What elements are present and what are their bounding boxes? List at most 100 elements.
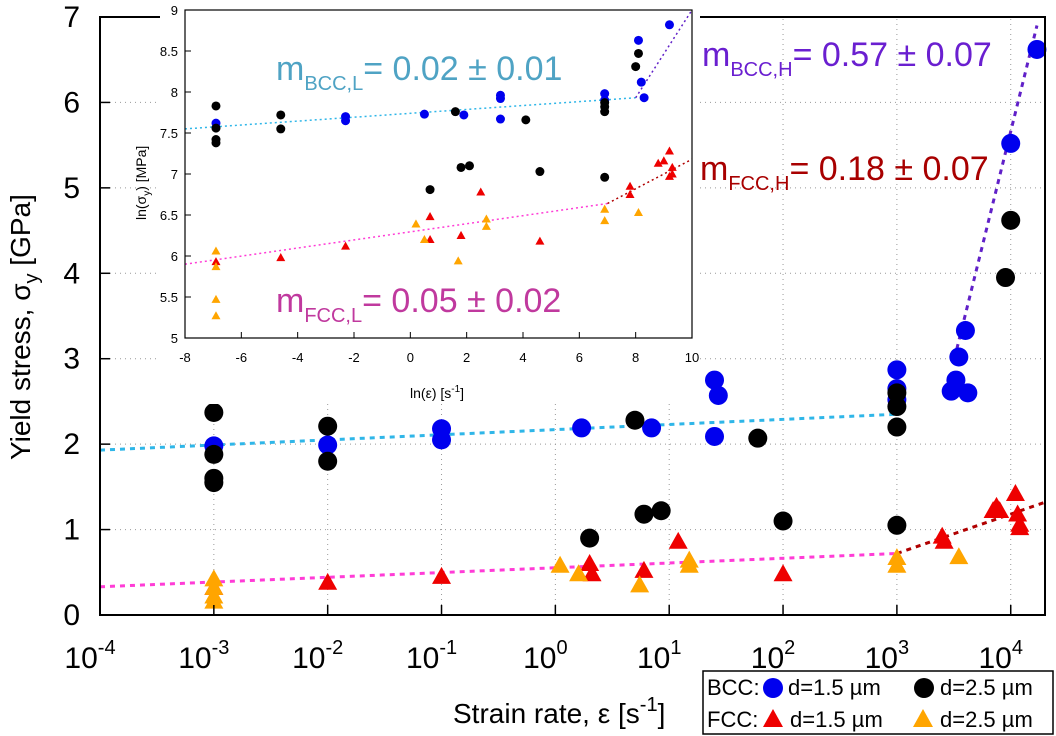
data-point	[204, 403, 224, 423]
data-point	[495, 94, 505, 104]
inset-y-tick-label: 7	[171, 167, 178, 182]
data-point	[318, 416, 338, 436]
main-x-tick-base: 10	[865, 642, 898, 675]
main-x-title-text: Strain rate,	[453, 698, 598, 729]
data-point	[318, 451, 338, 471]
inset-y-title-unit: ) [MPa]	[133, 146, 149, 191]
data-point	[453, 256, 463, 265]
inset-x-tick-label: 2	[463, 350, 470, 365]
data-point	[535, 167, 545, 177]
data-point	[625, 189, 635, 198]
main-x-tick-label: 10-1	[406, 637, 457, 675]
data-point	[887, 417, 907, 437]
inset-y-title-text: ln(σ	[133, 195, 149, 220]
legend-bcc-small-marker	[763, 678, 783, 698]
data-point	[476, 187, 486, 196]
data-point	[450, 107, 460, 117]
data-point	[705, 426, 725, 446]
data-point	[773, 511, 793, 531]
data-point	[748, 428, 768, 448]
data-point	[204, 444, 224, 464]
data-point	[664, 171, 674, 180]
data-point	[887, 548, 907, 566]
main-x-tick-label: 10-4	[64, 637, 115, 675]
data-point	[481, 214, 491, 223]
annotation-bcc-high: mBCC,H= 0.57 ± 0.07	[702, 36, 992, 81]
data-point	[653, 158, 663, 167]
annotation-bcc-low: mBCC,L= 0.02 ± 0.01	[276, 50, 562, 95]
data-point	[625, 410, 645, 430]
data-point	[642, 418, 662, 438]
data-point	[634, 560, 654, 578]
data-point	[996, 268, 1016, 288]
main-x-tick-base: 10	[178, 642, 211, 675]
main-x-tick-label: 104	[978, 637, 1023, 675]
main-x-title-exp: -1	[640, 694, 658, 716]
fit-line	[635, 9, 693, 99]
main-x-tick-exp: 3	[898, 637, 909, 659]
data-point	[887, 360, 907, 380]
inset-x-tick-label: -6	[236, 350, 248, 365]
data-point	[990, 501, 1010, 519]
data-point	[318, 435, 338, 455]
inset-x-title-exp: -1	[451, 384, 460, 395]
data-point	[211, 246, 221, 255]
data-point	[1027, 39, 1047, 59]
data-point	[773, 564, 793, 582]
data-point	[211, 101, 221, 111]
data-point	[600, 204, 610, 213]
main-x-tick-label: 100	[523, 637, 568, 675]
main-x-tick-base: 10	[978, 642, 1011, 675]
data-point	[495, 114, 505, 124]
inset-x-tick-label: -8	[179, 350, 191, 365]
inset-y-title-sub: y	[142, 191, 153, 196]
legend-bcc-large-text: d=2.5 µm	[940, 675, 1033, 700]
fit-line	[99, 551, 897, 589]
data-point	[659, 156, 669, 165]
data-point	[949, 347, 969, 367]
data-point	[204, 473, 224, 493]
main-x-tick-label: 101	[637, 637, 682, 675]
inset-x-title-close: ]	[460, 385, 464, 401]
main-x-title-symbol: ε	[598, 698, 610, 729]
data-point	[625, 181, 635, 190]
data-point	[204, 591, 224, 609]
inset-x-tick-label: -4	[292, 350, 304, 365]
inset-x-tick-label: 4	[519, 350, 526, 365]
inset-x-tick-label: -2	[348, 350, 360, 365]
inset-x-axis-title: ln(ε) [s-1]	[410, 384, 464, 401]
data-point	[708, 385, 728, 405]
main-y-tick-label: 4	[63, 257, 80, 290]
main-x-tick-exp: 0	[556, 637, 567, 659]
data-point	[411, 219, 421, 228]
main-x-tick-base: 10	[637, 642, 670, 675]
annotation-bcc-low-sub: BCC,L	[304, 73, 363, 95]
data-point	[464, 161, 474, 171]
data-point	[456, 162, 466, 172]
main-x-axis-title: Strain rate, ε [s-1]	[453, 694, 665, 729]
fit-line	[184, 202, 608, 265]
legend-fcc-small-marker	[763, 709, 783, 727]
data-point	[425, 185, 435, 195]
data-point	[211, 123, 221, 133]
data-point	[276, 124, 286, 134]
data-point	[1001, 210, 1021, 230]
main-y-tick-label: 3	[63, 343, 80, 376]
annotation-fcc-high-sub: FCC,H	[728, 173, 789, 195]
legend-box	[702, 670, 1054, 735]
data-point	[887, 383, 907, 403]
inset-x-title-unit: ) [s	[432, 385, 451, 401]
main-y-title-sub: y	[21, 273, 43, 283]
annotation-bcc-high-value: = 0.57 ± 0.07	[793, 36, 992, 74]
main-y-tick-label: 0	[63, 599, 80, 632]
annotation-bcc-low-m: m	[276, 50, 304, 88]
data-point	[667, 162, 677, 171]
inset-y-tick-label: 8.5	[160, 44, 178, 59]
data-point	[211, 138, 221, 148]
data-point	[481, 221, 491, 230]
legend-fcc-large-text: d=2.5 µm	[940, 707, 1033, 732]
data-point	[651, 501, 671, 521]
fit-line	[184, 96, 636, 130]
data-point	[887, 397, 907, 417]
